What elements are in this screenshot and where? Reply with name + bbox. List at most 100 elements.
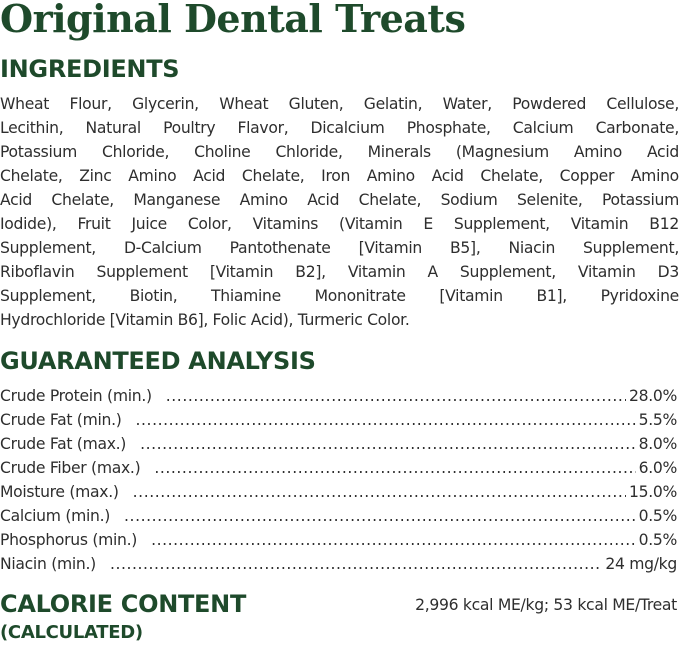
dot-leader — [154, 456, 635, 480]
ingredient-word: Supplement — [96, 263, 188, 281]
ingredient-word: Flour, — [69, 95, 112, 113]
ingredients-heading: INGREDIENTS — [0, 55, 180, 83]
ingredient-word: Potassium — [601, 191, 679, 209]
ingredient-word: Supplement, — [0, 239, 96, 257]
ingredient-word: Supplement, — [459, 263, 556, 281]
ingredient-word: Powdered — [512, 95, 587, 113]
guaranteed-analysis-heading: GUARANTEED ANALYSIS — [0, 347, 316, 375]
analysis-value: 6.0% — [638, 459, 678, 477]
analysis-row: Moisture (max.) 15.0% — [0, 480, 677, 504]
ingredient-word: [Vitamin — [439, 287, 503, 305]
ingredient-word: Amino — [128, 167, 177, 185]
ingredient-word: Supplement, — [453, 215, 550, 233]
analysis-label: Crude Fat (max.) — [0, 435, 127, 453]
ingredient-word: Acid), — [250, 311, 294, 329]
ingredient-word: Gluten, — [288, 95, 344, 113]
dot-leader — [110, 552, 602, 576]
ingredients-line: Lecithin, Natural Poultry Flavor, Dicalcium P… — [0, 116, 679, 140]
analysis-value: 24 mg/kg — [605, 555, 677, 573]
ingredient-word: Supplement, — [0, 287, 96, 305]
analysis-value: 15.0% — [628, 483, 677, 501]
analysis-label: Crude Fat (min.) — [0, 411, 122, 429]
ingredients-line: Supplement, Biotin, Thiamine Mononitrate [Vi… — [0, 284, 679, 308]
analysis-value: 28.0% — [628, 387, 677, 405]
ingredient-word: Chelate, — [241, 167, 305, 185]
calorie-content-heading: CALORIE CONTENT — [0, 590, 247, 618]
ingredient-word: Niacin — [508, 239, 556, 257]
analysis-row: Crude Fat (min.) 5.5% — [0, 408, 677, 432]
dot-leader — [140, 432, 635, 456]
ingredient-word: Wheat — [0, 95, 50, 113]
ingredient-word: Choline — [194, 143, 251, 161]
analysis-label: Niacin (min.) — [0, 555, 96, 573]
ingredient-word: Acid — [307, 191, 340, 209]
ingredients-line: Supplement, D-Calcium Pantothenate [Vitamin… — [0, 236, 679, 260]
ingredient-word: Water, — [442, 95, 493, 113]
calorie-content-value: 2,996 kcal ME/kg; 53 kcal ME/Treat — [415, 596, 677, 614]
ingredient-word: B1], — [536, 287, 567, 305]
ingredient-word: Sodium — [440, 191, 498, 209]
analysis-label: Crude Fiber (max.) — [0, 459, 141, 477]
ingredient-word: D-Calcium — [123, 239, 202, 257]
ingredient-word: Amino — [366, 167, 415, 185]
analysis-value: 5.5% — [638, 411, 678, 429]
ingredient-word: Supplement, — [583, 239, 679, 257]
ingredient-word: Chloride, — [275, 143, 343, 161]
ingredients-line: Iodide), Fruit Juice Color, Vitamins (Vitamin… — [0, 212, 679, 236]
ingredient-word: Pantothenate — [229, 239, 331, 257]
analysis-row: Phosphorus (min.) 0.5% — [0, 528, 677, 552]
ingredient-word: B5], — [450, 239, 481, 257]
ingredient-word: Acid — [646, 143, 679, 161]
ingredient-word: Manganese — [133, 191, 221, 209]
ingredient-word: Lecithin, — [0, 119, 64, 137]
ingredients-line: Acid Chelate, Manganese Amino Acid Chelate, So… — [0, 188, 679, 212]
ingredient-word: A — [427, 263, 439, 281]
calorie-calculated-note: (CALCULATED) — [0, 622, 143, 643]
guaranteed-analysis-table: Crude Protein (min.) 28.0% Crude Fat (min.… — [0, 384, 677, 576]
ingredients-line: Potassium Chloride, Choline Chloride, Minera… — [0, 140, 679, 164]
ingredient-word: Gelatin, — [363, 95, 423, 113]
ingredient-word: E — [423, 215, 433, 233]
ingredient-word: Vitamins — [252, 215, 319, 233]
ingredient-word: Poultry — [163, 119, 216, 137]
ingredient-word: Acid — [193, 167, 226, 185]
ingredient-word: Phosphate, — [406, 119, 491, 137]
analysis-label: Calcium (min.) — [0, 507, 111, 525]
ingredient-word: Chelate, — [480, 167, 543, 185]
ingredient-word: B2], — [295, 263, 326, 281]
analysis-row: Crude Fat (max.) 8.0% — [0, 432, 677, 456]
ingredient-word: Iodide), — [0, 215, 57, 233]
ingredient-word: Hydrochloride — [0, 311, 106, 329]
dot-leader — [151, 528, 635, 552]
ingredient-word: [Vitamin — [109, 311, 174, 329]
ingredient-word: Color. — [367, 311, 410, 329]
analysis-row: Niacin (min.) 24 mg/kg — [0, 552, 677, 576]
ingredient-word: Chelate, — [0, 167, 63, 185]
ingredient-word: Potassium — [0, 143, 78, 161]
ingredient-word: Acid — [0, 191, 32, 209]
ingredient-word: Dicalcium — [310, 119, 385, 137]
ingredient-word: Juice — [131, 215, 167, 233]
ingredient-word: Iron — [321, 167, 351, 185]
ingredient-word: Cellulose, — [606, 95, 679, 113]
ingredient-word: Zinc — [79, 167, 112, 185]
ingredient-word: Vitamin — [577, 263, 636, 281]
ingredient-word: Acid — [431, 167, 464, 185]
ingredient-word: Vitamin — [570, 215, 629, 233]
ingredient-word: Wheat — [219, 95, 269, 113]
analysis-row: Calcium (min.) 0.5% — [0, 504, 677, 528]
analysis-value: 0.5% — [638, 507, 678, 525]
analysis-value: 8.0% — [638, 435, 678, 453]
ingredient-word: B12 — [649, 215, 679, 233]
dot-leader — [136, 408, 636, 432]
ingredient-word: [Vitamin — [358, 239, 423, 257]
dot-leader — [133, 480, 626, 504]
ingredient-word: Folic — [212, 311, 247, 329]
page-title: Original Dental Treats — [0, 0, 466, 41]
ingredient-word: Amino — [630, 167, 679, 185]
ingredient-word: Vitamin — [347, 263, 406, 281]
ingredient-word: Amino — [573, 143, 622, 161]
ingredient-word: Minerals — [367, 143, 432, 161]
ingredients-line: Hydrochloride [Vitamin B6], Folic Acid), Turm… — [0, 308, 679, 332]
ingredient-word: D3 — [657, 263, 679, 281]
